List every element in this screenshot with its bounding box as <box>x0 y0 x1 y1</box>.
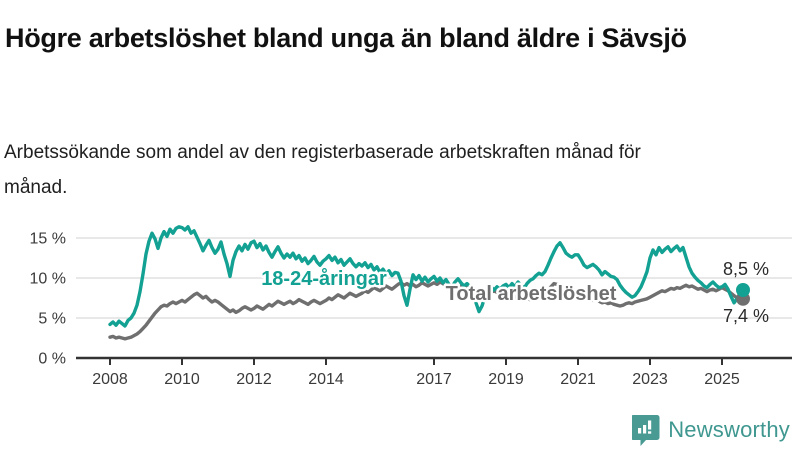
newsworthy-logo[interactable]: Newsworthy <box>632 412 790 448</box>
series-line-Total arbetslöshet <box>108 280 745 341</box>
x-tick-label: 2019 <box>488 371 524 388</box>
x-tick-label: 2014 <box>308 371 344 388</box>
end-value-label-Total arbetslöshet: 7,4 % <box>723 306 769 326</box>
x-tick-label: 2025 <box>704 371 740 388</box>
series-line-18-24-åringar <box>108 225 745 328</box>
x-tick-label: 2012 <box>236 371 272 388</box>
page-subtitle: Arbetssökande som andel av den registerb… <box>4 142 641 198</box>
end-dot-18-24-åringar <box>736 283 750 297</box>
bar-chart-speech-bubble-icon <box>632 415 660 446</box>
x-tick-label: 2008 <box>92 371 128 388</box>
x-tick-label: 2017 <box>416 371 452 388</box>
end-value-label-18-24-åringar: 8,5 % <box>723 259 769 279</box>
series-label-Total arbetslöshet: Total arbetslöshet <box>446 283 617 305</box>
series-label-18-24-åringar: 18-24-åringar <box>261 267 387 290</box>
page-title: Högre arbetslöshet bland unga än bland ä… <box>5 23 687 54</box>
unemployment-line-chart: 0 % 5 % 10 % 15 % 2008 2010 2012 2014 2017 2019 20… <box>30 225 792 388</box>
x-tick-label: 2023 <box>632 371 668 388</box>
y-tick-label: 5 % <box>38 311 66 328</box>
x-tick-label: 2021 <box>560 371 596 388</box>
x-tick-label: 2010 <box>164 371 200 388</box>
y-tick-label: 0 % <box>38 351 66 368</box>
y-tick-label: 15 % <box>30 231 66 248</box>
y-tick-label: 10 % <box>30 271 66 288</box>
brand-name: Newsworthy <box>668 417 790 442</box>
